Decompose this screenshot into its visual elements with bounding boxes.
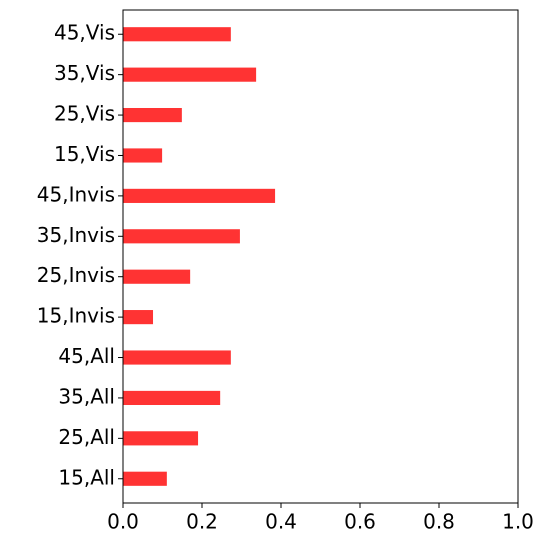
y-tick-label: 15,Invis (37, 304, 115, 328)
bar (123, 471, 167, 486)
bar (123, 350, 231, 365)
bar (123, 188, 276, 203)
x-tick-label: 0.6 (344, 510, 376, 534)
bar (123, 107, 182, 123)
y-tick-label: 15,All (58, 465, 115, 489)
bar (123, 390, 221, 406)
y-tick-label: 35,All (58, 384, 115, 408)
x-tick-label: 0.0 (107, 510, 139, 534)
y-tick-label: 25,Vis (54, 102, 115, 126)
bar (123, 229, 240, 244)
bar (123, 310, 154, 325)
y-tick-label: 45,Vis (54, 21, 115, 45)
y-tick-label: 45,All (58, 344, 115, 368)
y-tick-label: 45,Invis (37, 182, 115, 206)
bar (123, 269, 191, 284)
x-tick-label: 0.4 (265, 510, 297, 534)
x-tick-label: 0.2 (186, 510, 218, 534)
x-tick-label: 1.0 (502, 510, 534, 534)
y-tick-label: 15,Vis (54, 142, 115, 166)
y-tick-label: 35,Invis (37, 223, 115, 247)
bar (123, 148, 163, 163)
bar (123, 67, 257, 82)
y-tick-label: 25,All (58, 425, 115, 449)
bar (123, 27, 231, 42)
y-tick-label: 35,Vis (54, 61, 115, 85)
y-tick-label: 25,Invis (37, 263, 115, 287)
x-tick-label: 0.8 (423, 510, 455, 534)
bar (123, 431, 199, 446)
plot-frame (122, 9, 519, 504)
